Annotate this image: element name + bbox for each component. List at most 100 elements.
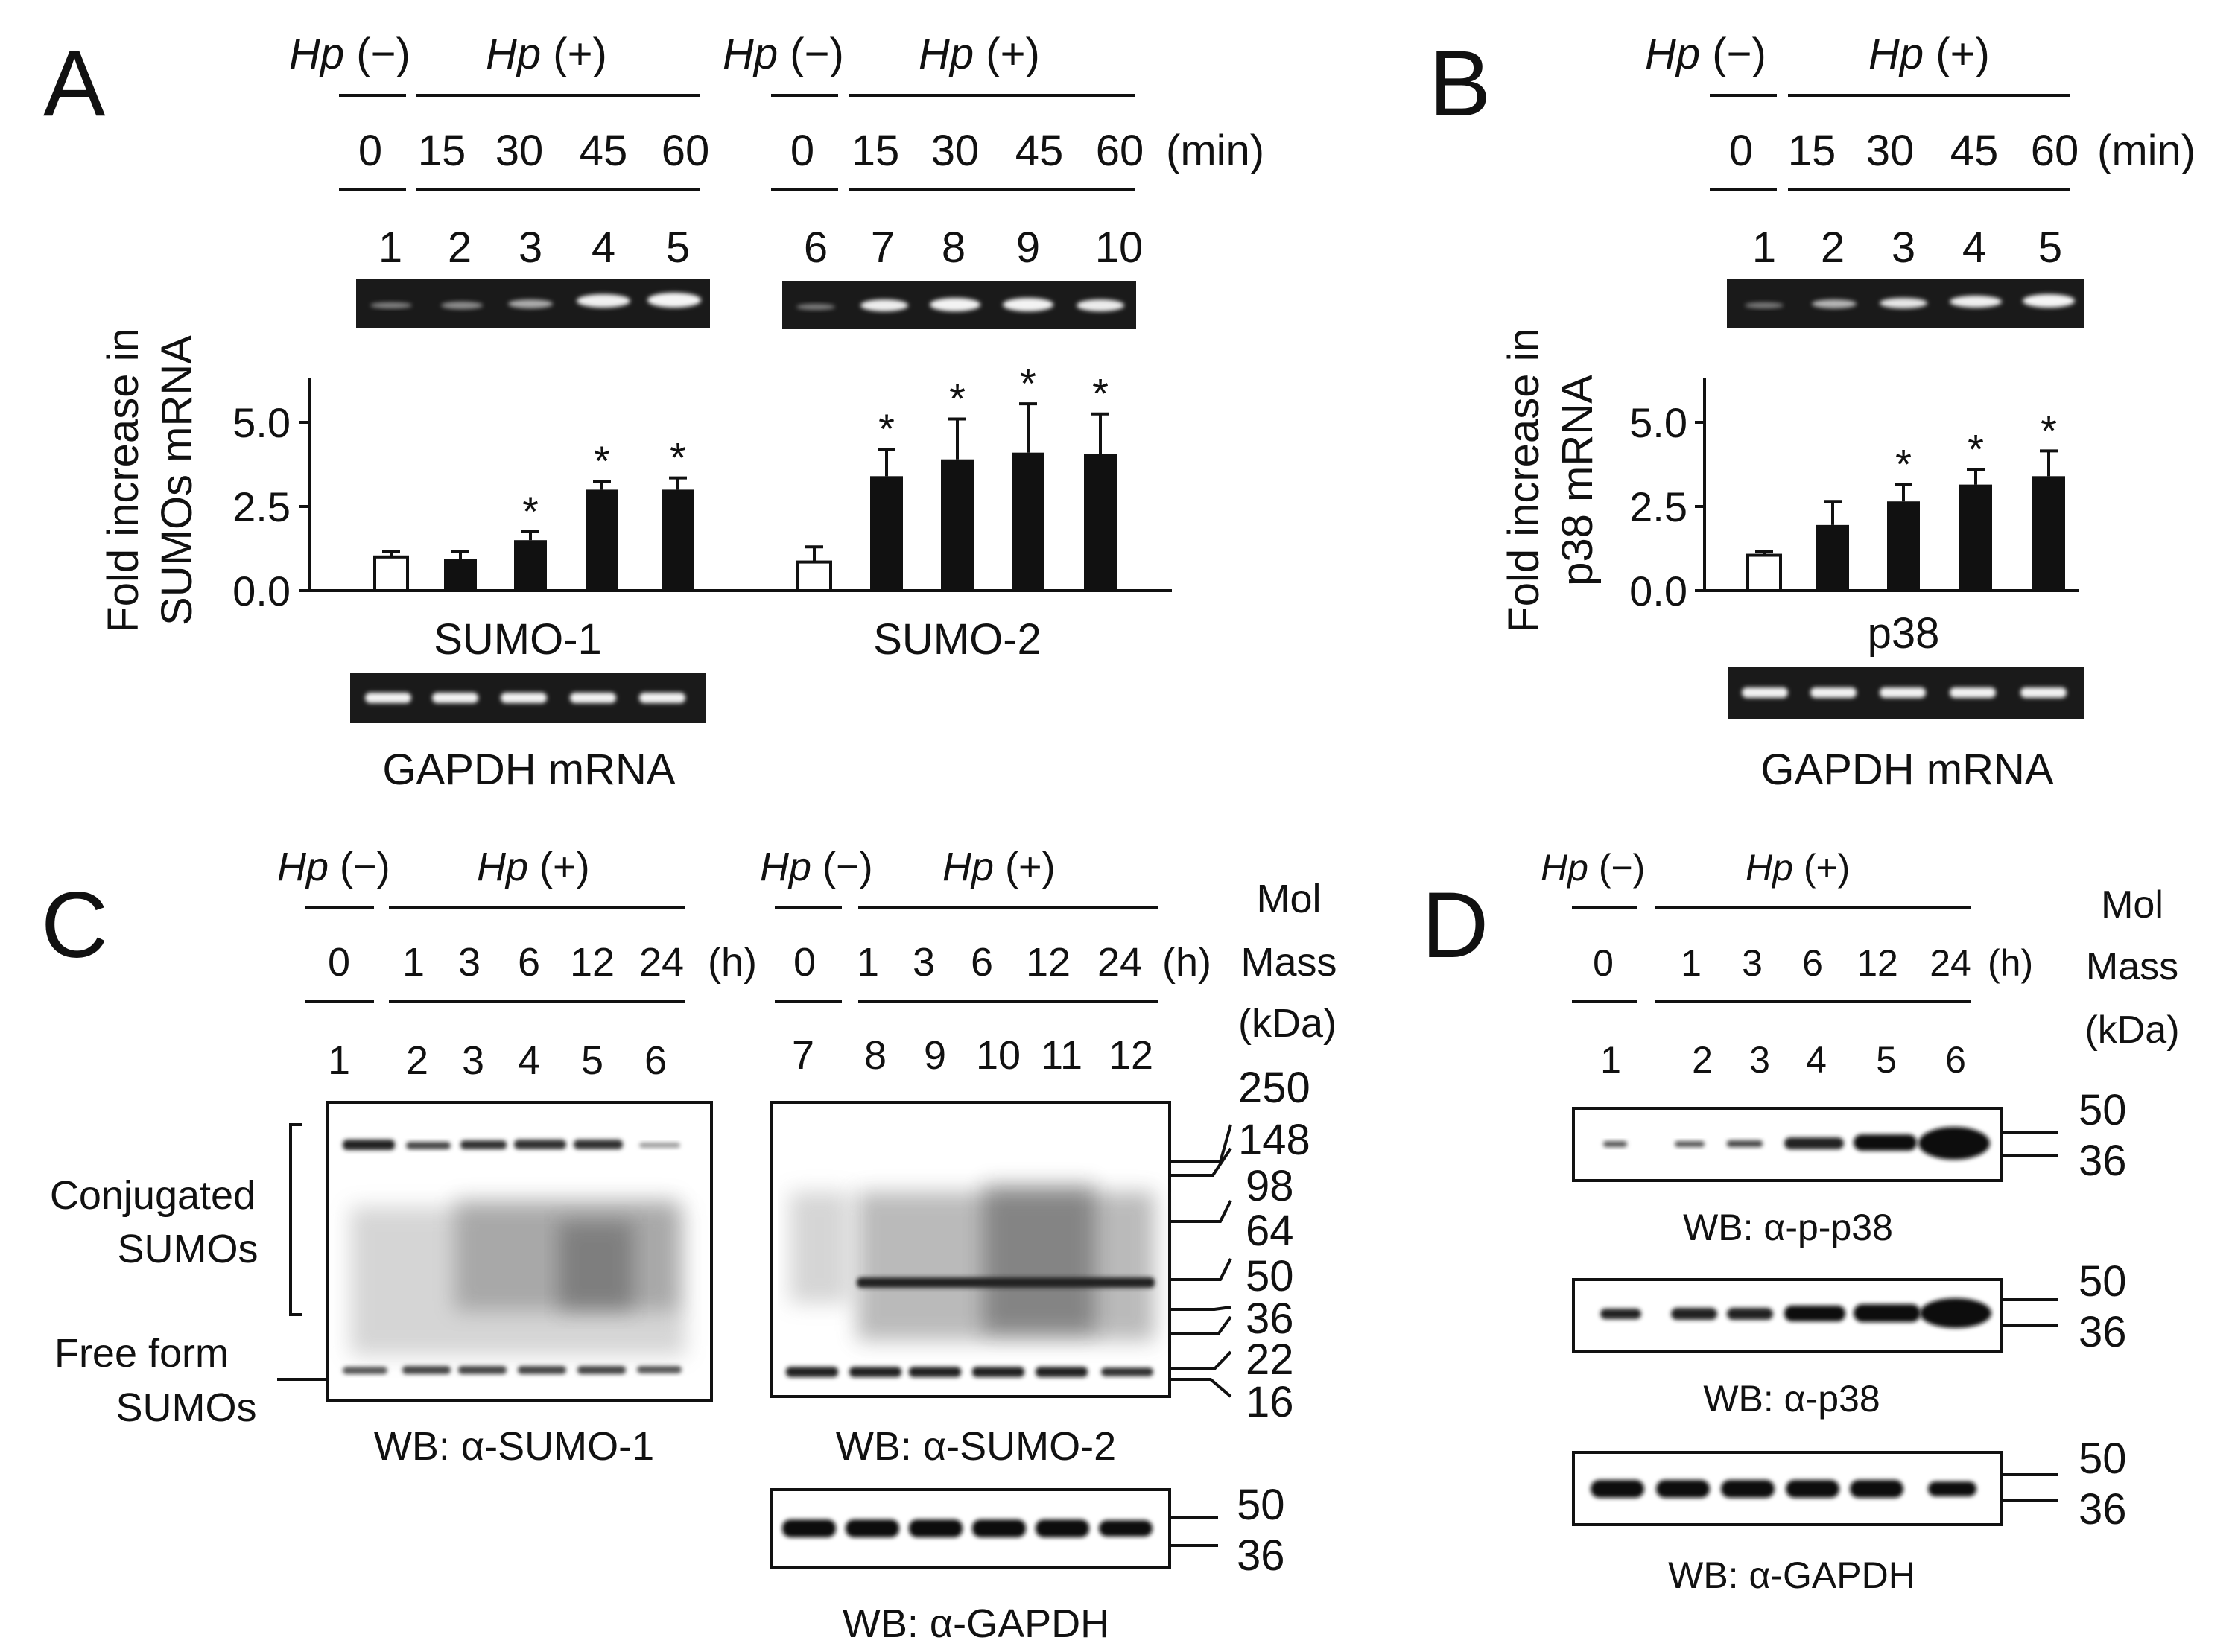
wb-sumo1-label: WB: α-SUMO-1 (374, 1424, 654, 1469)
time-label: 24 (1930, 942, 1971, 984)
time-label: 0 (790, 127, 814, 175)
time-label: 1 (1681, 942, 1702, 984)
lane-number: 10 (976, 1033, 1021, 1078)
lane-number: 2 (448, 223, 472, 272)
lane-number: 10 (1095, 223, 1144, 272)
hp-pos-label: Hp (+) (919, 30, 1040, 78)
group-label-sumo1: SUMO-1 (434, 615, 602, 664)
hp-neg-label: Hp (−) (760, 845, 873, 889)
svg-text:Mass: Mass (2086, 945, 2178, 988)
panel-label-c: C (41, 874, 108, 977)
time-label: 24 (639, 940, 684, 985)
significance-star: * (594, 437, 610, 484)
lane-number: 3 (519, 223, 542, 272)
hp-neg-label: Hp (−) (1645, 30, 1766, 78)
time-label: 45 (1950, 127, 1999, 175)
svg-text:Fold increase in: Fold increase in (99, 328, 148, 632)
svg-text:(kDa): (kDa) (2084, 1008, 2179, 1052)
lane-number: 4 (592, 223, 615, 272)
time-label: 45 (580, 127, 628, 175)
mw-marker-labels: 250 148 98 64 50 36 22 16 (1238, 1064, 1310, 1426)
gapdh-mrna-gel (1728, 667, 2084, 719)
bar-control (796, 560, 832, 593)
bar-control (1746, 553, 1782, 592)
y-tick-label: 0.0 (1629, 568, 1687, 614)
conjugated-sumos-label: Conjugated SUMOs (50, 1173, 259, 1271)
significance-star: * (1968, 425, 1984, 472)
significance-star: * (878, 405, 895, 452)
significance-star: * (949, 375, 966, 422)
svg-text:p38 mRNA: p38 mRNA (1553, 375, 1602, 586)
panel-b-y-axis: 5.0 2.5 0.0 (1629, 378, 1706, 614)
significance-star: * (1092, 370, 1109, 417)
time-label: 3 (1742, 942, 1763, 984)
svg-text:Mol: Mol (1256, 877, 1321, 921)
time-label: 3 (913, 940, 935, 985)
lane-number: 8 (864, 1033, 887, 1078)
time-label: 30 (1866, 127, 1915, 175)
p38-western-blot (1572, 1278, 2003, 1353)
svg-text:(kDa): (kDa) (1238, 1001, 1337, 1046)
svg-text:SUMOs mRNA: SUMOs mRNA (153, 335, 201, 626)
y-tick-label: 5.0 (232, 399, 291, 446)
lane-number: 8 (942, 223, 966, 272)
time-label: 6 (971, 940, 993, 985)
time-label: 3 (458, 940, 481, 985)
hp-neg-label: Hp (−) (1541, 847, 1645, 889)
wb-gapdh-label: WB: α-GAPDH (1668, 1554, 1915, 1596)
time-label: 12 (570, 940, 615, 985)
svg-text:Mol: Mol (2101, 883, 2163, 927)
group-label-sumo2: SUMO-2 (873, 615, 1042, 664)
lane-number: 4 (518, 1038, 540, 1083)
svg-text:148: 148 (1238, 1116, 1310, 1164)
time-label: 24 (1097, 940, 1142, 985)
time-unit: (h) (1162, 940, 1211, 985)
hp-neg-label: Hp (−) (723, 30, 844, 78)
time-label: 1 (402, 940, 425, 985)
bar-treated (586, 489, 618, 591)
panel-b-ylabel: Fold increase in p38 mRNA (1500, 328, 1602, 632)
time-label: 0 (793, 940, 816, 985)
lane-number: 9 (924, 1033, 946, 1078)
time-label: 0 (328, 940, 350, 985)
gapdh-mrna-label: GAPDH mRNA (1760, 746, 2053, 794)
panel-c: Hp (−) Hp (+) 0 1 3 6 12 24 (h) 1 2 3 4 … (50, 845, 1337, 1646)
lane-number: 9 (1016, 223, 1040, 272)
mw-marker-label: 50 (2079, 1086, 2127, 1134)
time-unit: (min) (1166, 127, 1264, 175)
gapdh-mrna-label: GAPDH mRNA (382, 746, 675, 794)
sumo1-mrna-gel (356, 279, 710, 328)
svg-text:Conjugated: Conjugated (50, 1173, 256, 1218)
lane-number: 4 (1962, 223, 1986, 272)
mol-mass-label: Mol Mass (kDa) (2084, 883, 2179, 1052)
bar-treated (941, 459, 974, 591)
bar-treated (514, 540, 547, 591)
hp-neg-label: Hp (−) (277, 845, 390, 889)
bar-treated (1816, 524, 1849, 591)
mw-marker-label: 50 (2079, 1435, 2127, 1483)
lane-number: 6 (1945, 1039, 1966, 1081)
hp-pos-label: Hp (+) (942, 845, 1056, 889)
time-label: 1 (857, 940, 879, 985)
bar-treated (1887, 501, 1920, 591)
time-label: 60 (2031, 127, 2079, 175)
wb-phospho-p38-label: WB: α-p-p38 (1683, 1207, 1893, 1248)
y-tick-label: 2.5 (232, 483, 291, 530)
svg-text:50: 50 (1246, 1252, 1294, 1300)
time-label: 60 (662, 127, 710, 175)
lane-number: 5 (1876, 1039, 1897, 1081)
lane-number: 7 (792, 1033, 814, 1078)
significance-star: * (522, 488, 539, 535)
mw-marker-lines (1170, 1124, 1232, 1398)
lane-number: 5 (2038, 223, 2062, 272)
mw-marker-label: 36 (2079, 1137, 2127, 1185)
time-unit: (h) (708, 940, 757, 985)
gapdh-mrna-gel (350, 673, 706, 723)
svg-text:250: 250 (1238, 1064, 1310, 1112)
time-label: 15 (852, 127, 900, 175)
time-label: 15 (1788, 127, 1836, 175)
sumo1-western-blot (326, 1101, 713, 1402)
panel-label-b: B (1429, 32, 1491, 136)
lane-number: 2 (406, 1038, 428, 1083)
time-label: 0 (1593, 942, 1614, 984)
